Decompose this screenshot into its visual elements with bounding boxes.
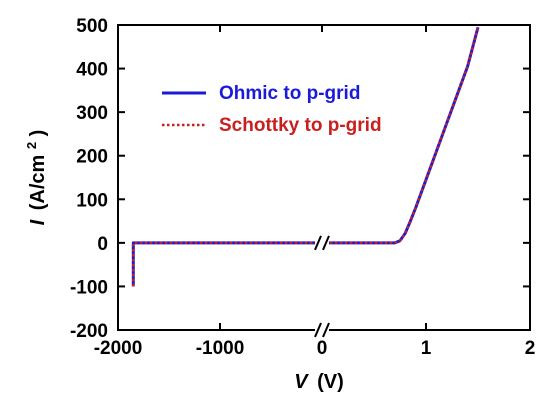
y-axis-label: I (A/cm 2 ) (19, 130, 49, 226)
plot-border (117, 24, 531, 331)
series-line-ohmic (131, 26, 480, 287)
y-axis-ticks: -200 -100 0 100 200 300 400 500 (70, 16, 530, 342)
legend: Ohmic to p-grid Schottky to p-grid (162, 83, 382, 136)
axis-break-marks (314, 235, 330, 338)
y-axis-symbol: I (27, 219, 49, 225)
x-tick-label: 0 (317, 338, 328, 359)
y-tick-label: -100 (70, 277, 108, 298)
x-tick-label: -2000 (94, 338, 143, 359)
break-slash (314, 322, 322, 338)
x-axis-symbol: V (294, 371, 309, 393)
y-tick-label: 500 (76, 16, 108, 37)
y-axis-unit-sup: 2 (24, 142, 39, 149)
series-line-schottky (132, 26, 480, 287)
y-tick-label: 0 (97, 234, 108, 255)
x-axis-label: V (V) (294, 371, 344, 393)
x-tick-label: 2 (525, 338, 536, 359)
y-tick-label: 400 (76, 60, 108, 81)
x-tick-label: -1000 (196, 338, 245, 359)
y-axis-unit-close: ) (27, 130, 49, 137)
x-tick-label: 1 (421, 338, 432, 359)
x-axis-unit: (V) (317, 371, 344, 393)
legend-label-ohmic: Ohmic to p-grid (219, 83, 360, 104)
y-tick-label: 300 (76, 103, 108, 124)
x-axis-ticks: -2000 -1000 0 1 2 (94, 25, 536, 359)
y-tick-label: 100 (76, 190, 108, 211)
y-axis-unit-open: (A/cm (27, 155, 49, 211)
y-tick-label: 200 (76, 147, 108, 168)
y-tick-label: -200 (70, 321, 108, 342)
plot-frame (117, 24, 531, 331)
break-slash (314, 235, 322, 251)
series-layer (131, 26, 480, 287)
break-slash (322, 235, 330, 251)
legend-label-schottky: Schottky to p-grid (219, 115, 382, 136)
break-slash (322, 322, 330, 338)
